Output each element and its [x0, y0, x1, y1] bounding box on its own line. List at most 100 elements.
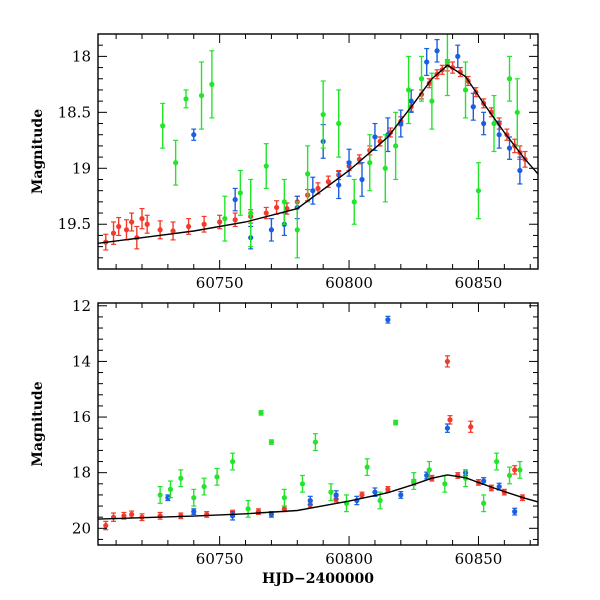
data-point [517, 467, 523, 473]
data-point [170, 228, 176, 234]
data-point [209, 81, 215, 87]
data-point [444, 358, 451, 365]
plot-area [98, 34, 538, 259]
model-curve [98, 64, 538, 244]
data-point [307, 497, 313, 504]
data-point [183, 96, 189, 102]
x-tick-label: 60800 [325, 274, 373, 292]
data-point [312, 439, 319, 445]
y-tick-label: 18.5 [58, 103, 91, 121]
data-point [198, 92, 205, 99]
data-point [157, 492, 163, 498]
data-point [333, 492, 339, 498]
data-point [201, 483, 207, 490]
data-point [496, 132, 502, 138]
data-point [281, 495, 287, 501]
data-point [426, 467, 432, 473]
data-point [191, 509, 197, 515]
data-point [129, 219, 135, 225]
data-point [468, 424, 474, 430]
data-point [359, 176, 365, 183]
data-point [103, 522, 109, 529]
y-tick-label: 19.5 [58, 215, 91, 233]
bottom-panel: 60750 60800 60850 12 14 16 18 20 Magnitude HJD−24… [30, 297, 539, 587]
data-point [191, 495, 197, 501]
y-tick-label: 16 [72, 408, 91, 426]
data-point [506, 145, 513, 151]
data-point [232, 197, 238, 203]
data-point [481, 478, 487, 484]
x-tick-label: 60750 [196, 550, 244, 568]
data-point [110, 230, 117, 236]
data-point [328, 489, 334, 495]
plot-frame [97, 302, 539, 546]
data-point [229, 458, 236, 465]
series-blue [191, 38, 523, 250]
data-point [214, 474, 220, 480]
x-tick-label: 60850 [455, 550, 503, 568]
y-tick-label: 19 [72, 159, 91, 177]
data-point [514, 109, 520, 115]
data-point [305, 171, 311, 177]
x-tick-label: 60750 [196, 274, 244, 292]
data-point [167, 486, 174, 492]
y-tick-label: 12 [72, 297, 91, 315]
series-blue [165, 315, 518, 521]
data-point [284, 205, 290, 212]
data-point [310, 188, 316, 194]
data-point [405, 87, 412, 93]
data-point [268, 439, 275, 445]
data-point [258, 410, 264, 416]
data-point [385, 317, 391, 323]
data-point [418, 76, 425, 82]
data-point [263, 163, 269, 169]
data-point [462, 87, 469, 93]
y-axis-label: Magnitude [30, 109, 46, 194]
data-point [491, 120, 497, 127]
data-point [517, 167, 523, 174]
data-point [299, 481, 306, 487]
data-point [325, 179, 331, 185]
data-point [237, 190, 243, 196]
data-point [294, 227, 300, 233]
data-point [455, 53, 461, 59]
data-point [470, 104, 476, 110]
data-point [512, 467, 518, 473]
data-point [385, 486, 391, 492]
data-point [359, 492, 365, 498]
data-point [116, 223, 122, 230]
data-point [367, 160, 373, 166]
plot-frame [97, 33, 539, 270]
data-point [281, 199, 287, 205]
data-point [281, 506, 287, 512]
data-point [444, 59, 451, 65]
data-point [268, 511, 275, 518]
data-point [442, 481, 448, 487]
y-tick-label: 20 [72, 519, 91, 537]
data-point [424, 59, 430, 65]
data-point [263, 210, 269, 216]
data-point [160, 123, 166, 129]
data-point [481, 500, 487, 506]
data-point [506, 472, 513, 479]
data-point [346, 160, 352, 166]
data-point [178, 475, 184, 481]
data-point [496, 483, 502, 490]
data-point [336, 120, 342, 127]
data-point [444, 425, 451, 431]
y-axis-label: Magnitude [30, 381, 46, 466]
data-point [434, 48, 440, 54]
y-tick-label: 18 [72, 47, 91, 65]
top-panel: 60750 60800 60850 18 18.5 19 19.5 Magnitude [30, 33, 539, 292]
data-point [424, 472, 430, 479]
data-point [377, 497, 383, 504]
data-point [144, 221, 150, 227]
data-point [201, 221, 207, 227]
data-point [320, 111, 326, 118]
data-point [232, 217, 238, 223]
data-point [429, 98, 435, 104]
data-point [382, 165, 388, 171]
data-point [351, 199, 357, 205]
x-tick-label: 60850 [455, 274, 503, 292]
